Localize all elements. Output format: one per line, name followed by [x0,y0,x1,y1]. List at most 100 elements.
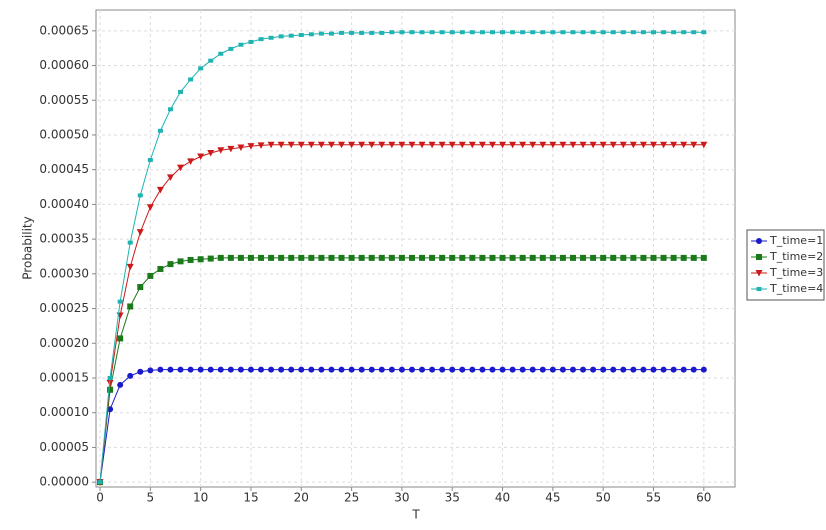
point [117,335,124,342]
point [137,284,144,291]
point [459,366,466,373]
point [198,66,204,71]
point [247,366,254,373]
legend-label: T_time=4 [769,282,823,295]
point [509,141,517,149]
point [539,141,547,149]
point [630,254,637,261]
point [268,366,275,373]
point [590,254,597,261]
point [619,141,627,149]
point [419,366,426,373]
point [620,254,627,261]
point [177,258,184,265]
point [146,204,154,211]
point [217,254,224,261]
point [388,254,395,261]
point [439,30,445,35]
legend-marker [756,287,762,291]
point [650,254,657,261]
point [458,141,466,149]
point [268,254,275,261]
point [670,366,677,373]
point [127,240,133,245]
point [117,381,124,388]
point [348,366,355,373]
point [600,254,607,261]
point [278,254,285,261]
point [157,265,164,272]
y-tick-label: 0.00055 [39,93,89,107]
point [358,141,366,149]
point [127,372,134,379]
point [136,229,144,236]
point [368,366,375,373]
x-tick-label: 35 [445,491,460,505]
point [599,141,607,149]
x-tick-label: 15 [243,491,258,505]
point [348,254,355,261]
x-tick-label: 0 [96,491,104,505]
point [610,254,617,261]
point [328,254,335,261]
point [670,141,678,149]
point [117,299,123,304]
y-tick-label: 0.00035 [39,232,89,246]
point [278,366,285,373]
point [267,141,275,149]
point [691,30,697,35]
point [409,30,415,35]
x-tick-label: 55 [646,491,661,505]
y-tick-label: 0.00040 [39,197,89,211]
point [539,366,546,373]
point [308,32,314,37]
point [680,141,688,149]
point [469,366,476,373]
point [227,145,235,153]
point [519,254,526,261]
point [358,366,365,373]
point [640,30,646,35]
point [680,254,687,261]
point [630,366,637,373]
point [418,141,426,149]
point [288,366,295,373]
point [218,51,224,56]
point [348,141,356,149]
point [661,30,667,35]
y-tick-label: 0.00010 [39,405,89,419]
point [640,254,647,261]
point [107,375,113,380]
point [610,30,616,35]
point [519,366,526,373]
point [379,30,385,35]
y-tick-label: 0.00065 [39,23,89,37]
point [166,174,174,181]
point [500,30,506,35]
point [569,254,576,261]
point [510,30,516,35]
point [327,141,335,149]
y-axis-label: Probability [21,216,35,279]
point [378,254,385,261]
point [258,366,265,373]
point [228,46,234,51]
point [690,366,697,373]
point [529,141,537,149]
point [449,30,455,35]
point [277,141,285,149]
point [580,254,587,261]
point [307,141,315,149]
point [167,366,174,373]
point [408,141,416,149]
point [278,34,284,39]
point [127,303,134,310]
point [479,30,485,35]
point [247,143,255,150]
point [207,150,215,157]
x-tick-label: 40 [495,491,510,505]
x-tick-label: 25 [344,491,359,505]
point [217,366,224,373]
y-tick-label: 0.00030 [39,266,89,280]
point [580,30,586,35]
